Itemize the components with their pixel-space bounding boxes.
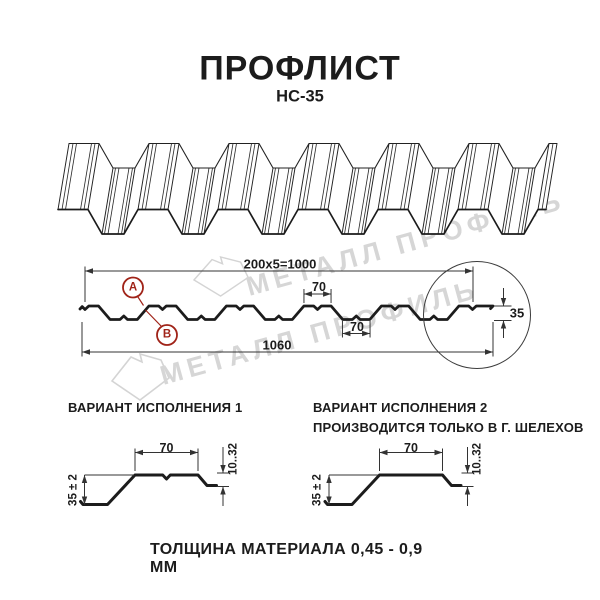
dim-top-flat-label: 70 (312, 279, 326, 294)
variant-2-heading: ВАРИАНТ ИСПОЛНЕНИЯ 2 ПРОИЗВОДИТСЯ ТОЛЬКО… (313, 398, 584, 438)
v1-flat-dim-label: 70 (159, 440, 174, 455)
v2-flat-dim-label: 70 (404, 440, 418, 455)
variant-2-heading-line1: ВАРИАНТ ИСПОЛНЕНИЯ 2 (313, 400, 488, 415)
dim-bottom-flat-label: 70 (350, 319, 364, 334)
profile-code: НС-35 (276, 87, 324, 106)
variant-1-heading: ВАРИАНТ ИСПОЛНЕНИЯ 1 (68, 400, 243, 415)
variant-1-drawing (79, 447, 229, 506)
variant-2-heading-line2: ПРОИЗВОДИТСЯ ТОЛЬКО В Г. ШЕЛЕХОВ (313, 420, 584, 435)
sheet-3d-drawing (57, 142, 558, 235)
cross-section-drawing (78, 261, 531, 369)
brand-logo-icon (192, 256, 250, 297)
v2-height-dim-label: 35 ± 2 (311, 473, 324, 506)
dim-height-label: 35 (509, 305, 525, 321)
page-title: ПРОФЛИСТ (199, 49, 401, 88)
v2-edge-dim-label: 10..32 (471, 442, 484, 475)
v1-height-dim-label: 35 ± 2 (66, 473, 79, 506)
v1-edge-dim-label: 10..32 (226, 442, 239, 475)
dim-overall-label: 1060 (262, 337, 292, 352)
variant-2-drawing (323, 447, 474, 506)
brand-logo-icon (110, 352, 170, 401)
dim-coverage-label: 200x5=1000 (243, 256, 317, 272)
thickness-note: ТОЛЩИНА МАТЕРИАЛА 0,45 - 0,9 ММ (150, 541, 423, 576)
callout-b-label: В (162, 328, 172, 341)
callout-a-label: А (128, 280, 138, 293)
